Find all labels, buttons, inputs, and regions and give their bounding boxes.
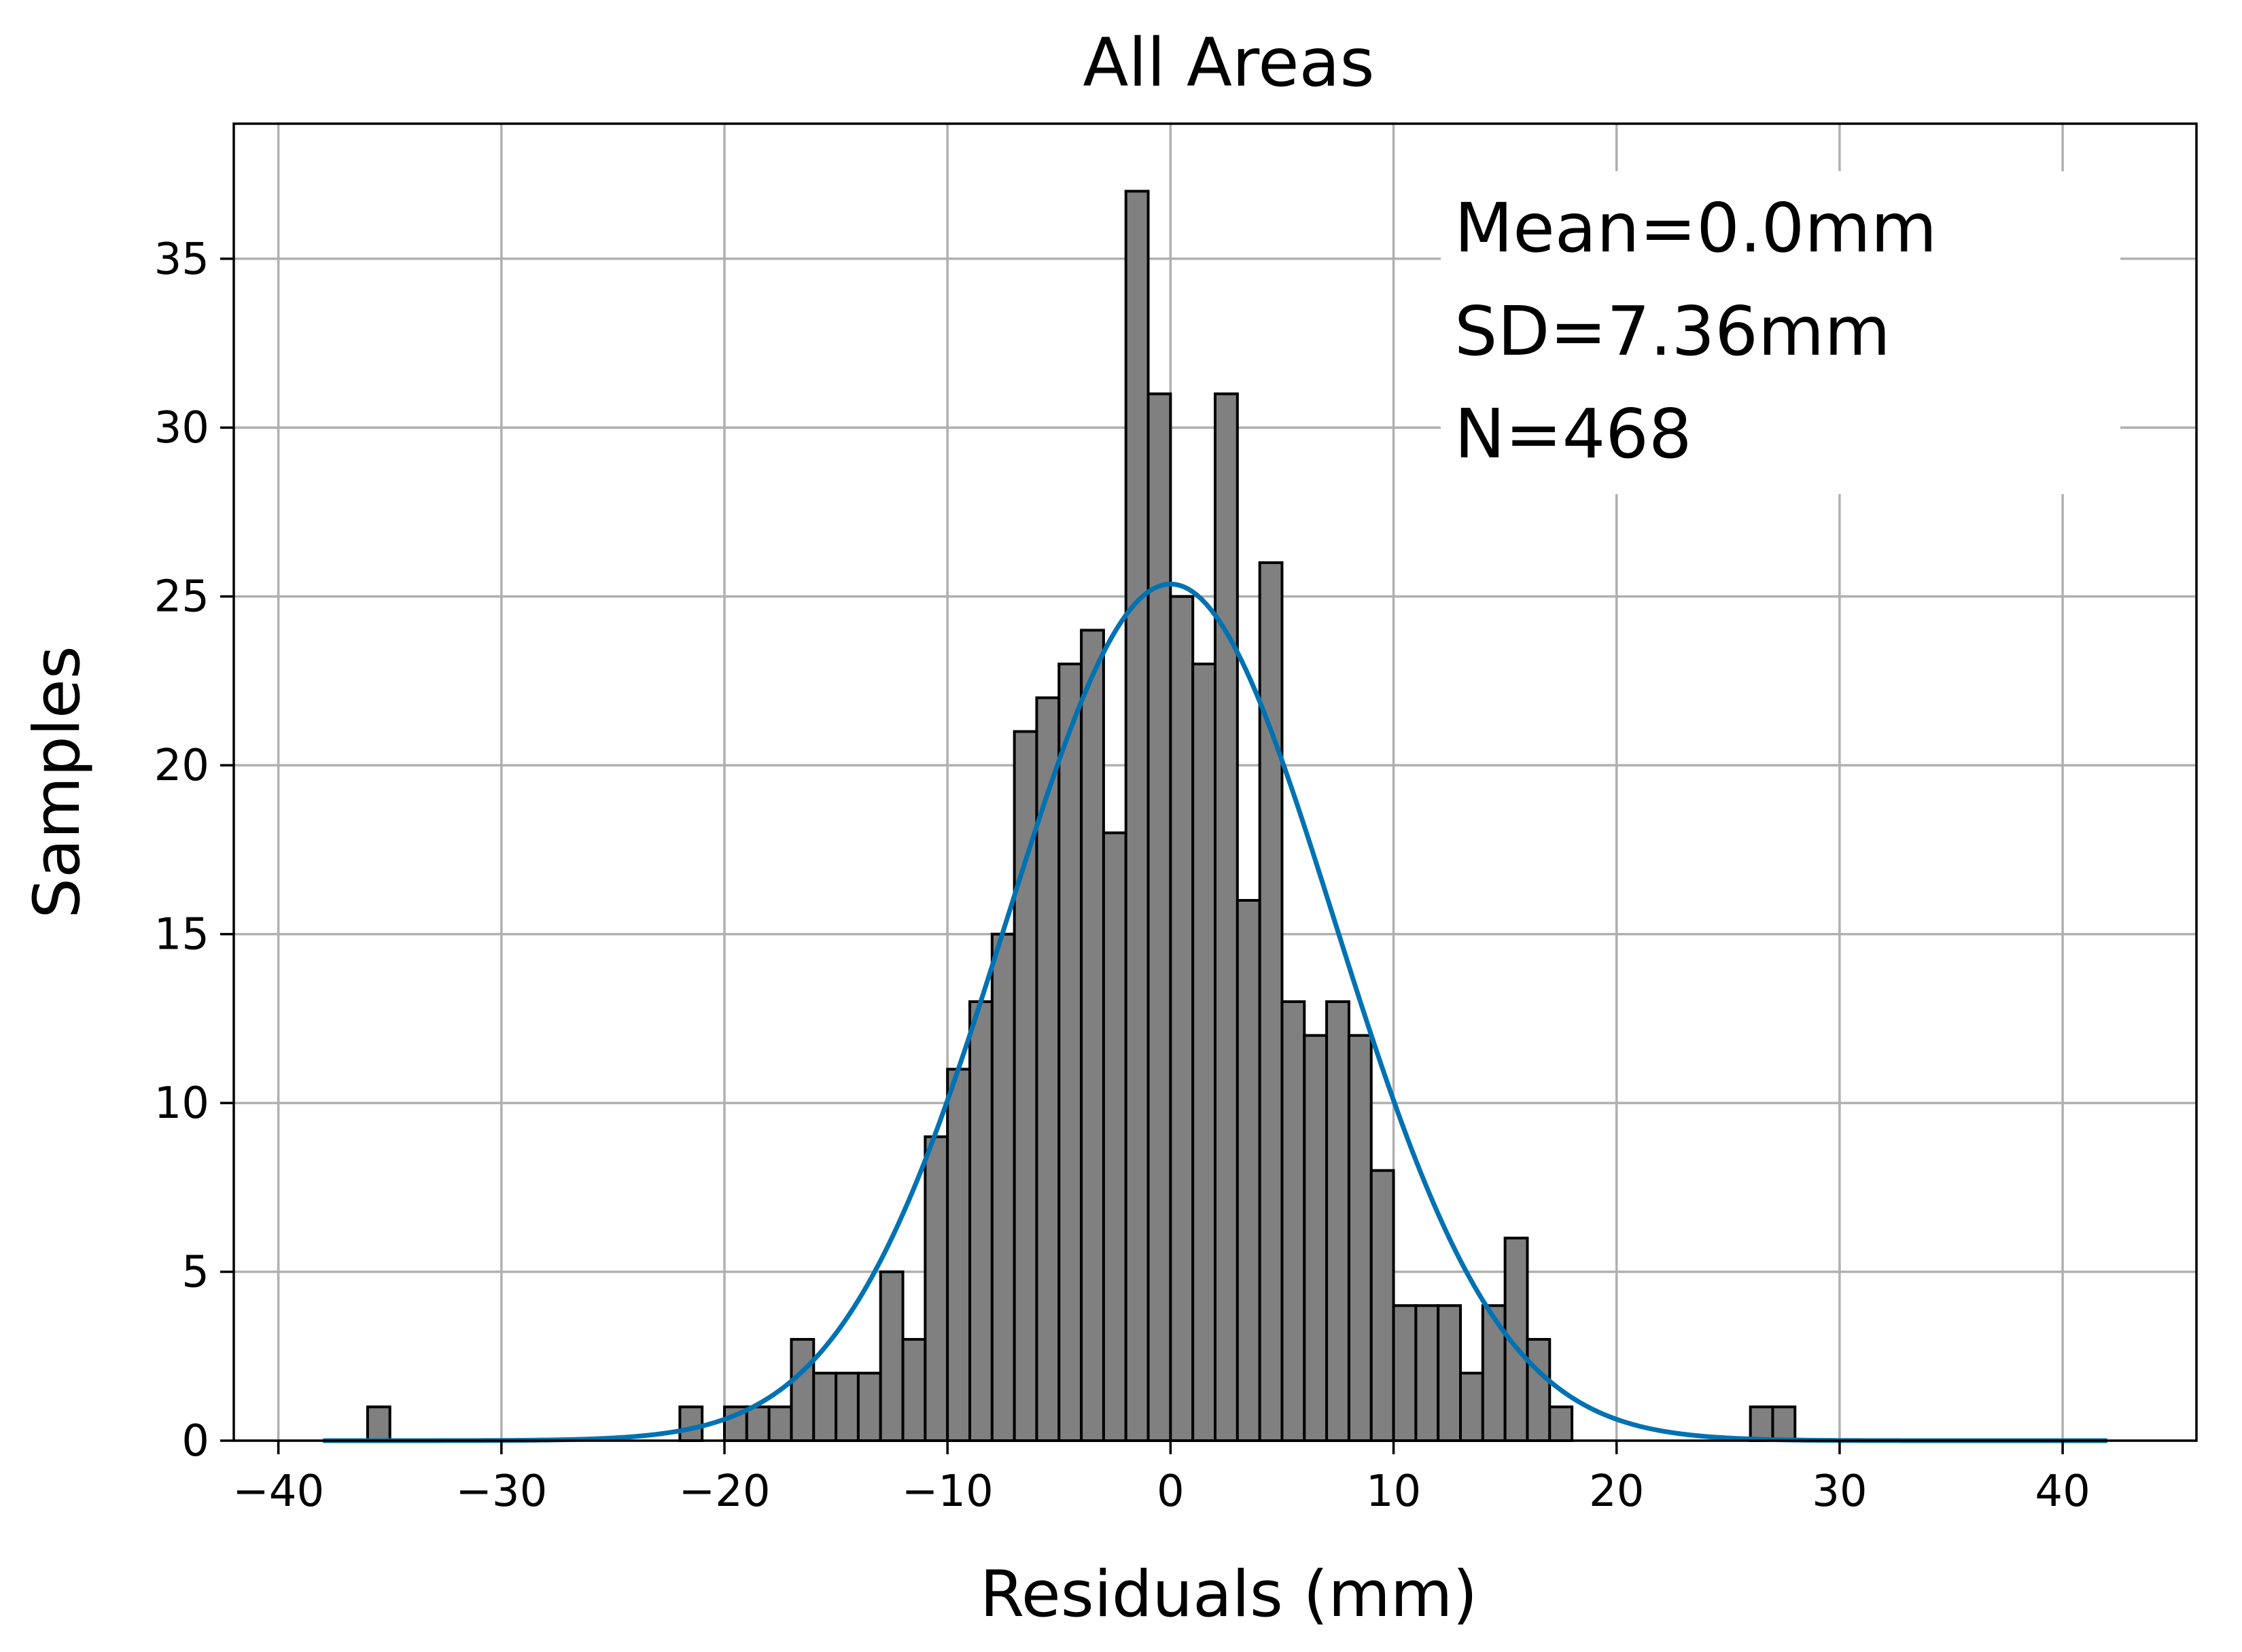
histogram-bar: [856, 1371, 882, 1442]
stats-annotation-background: [1441, 171, 2120, 494]
histogram-bar: [1526, 1337, 1552, 1443]
histogram-bar: [1303, 1034, 1329, 1442]
stats-n: N=468: [1454, 394, 1692, 474]
histogram-bar: [1280, 1000, 1306, 1442]
histogram-bar: [1191, 663, 1216, 1442]
histogram-bar: [1771, 1405, 1797, 1442]
x-tick-label: −10: [902, 1466, 994, 1517]
histogram-bar: [879, 1270, 905, 1442]
histogram-bar: [1169, 595, 1195, 1443]
histogram-bar: [990, 932, 1016, 1442]
histogram-bar: [1102, 831, 1127, 1442]
histogram-bar: [1392, 1304, 1418, 1442]
histogram-bar: [1347, 1034, 1373, 1442]
histogram-bar: [1459, 1371, 1484, 1442]
histogram-bar: [1749, 1405, 1774, 1442]
histogram-bar: [968, 1000, 994, 1442]
histogram-bar: [366, 1405, 391, 1442]
histogram-bar: [901, 1337, 927, 1443]
x-tick-label: 0: [1157, 1466, 1185, 1517]
histogram-bar: [1236, 898, 1261, 1442]
histogram-bar: [1124, 190, 1150, 1442]
y-tick-label: 25: [154, 572, 209, 622]
histogram-bar: [1146, 392, 1172, 1442]
histogram-bar: [790, 1337, 816, 1443]
histogram-bar: [745, 1405, 771, 1442]
histogram-bar: [835, 1371, 860, 1442]
stats-sd: SD=7.36mm: [1454, 292, 1891, 371]
histogram-bar: [1369, 1169, 1395, 1442]
histogram-bar: [1080, 629, 1105, 1442]
histogram-bar: [1258, 561, 1284, 1442]
x-tick-label: 30: [1812, 1466, 1867, 1517]
x-tick-label: 40: [2035, 1466, 2090, 1517]
x-tick-label: 10: [1366, 1466, 1421, 1517]
histogram-bar: [1325, 1000, 1350, 1442]
y-tick-label: 0: [181, 1416, 209, 1466]
histogram-bar: [1414, 1304, 1440, 1442]
y-tick-label: 5: [181, 1248, 209, 1298]
x-tick-label: −20: [678, 1466, 770, 1517]
histogram-bar: [1013, 730, 1038, 1442]
y-tick-label: 15: [154, 910, 209, 960]
histogram-bar: [767, 1405, 793, 1442]
chart-title: All Areas: [1083, 24, 1374, 102]
x-tick-label: 20: [1589, 1466, 1644, 1517]
histogram-bar: [812, 1371, 838, 1442]
y-tick-label: 35: [154, 234, 209, 285]
stats-mean: Mean=0.0mm: [1454, 188, 1937, 268]
histogram-bar: [946, 1068, 971, 1442]
y-axis-label: Samples: [20, 646, 94, 918]
y-tick-label: 10: [154, 1078, 209, 1129]
x-axis-label: Residuals (mm): [980, 1558, 1477, 1632]
x-tick-label: −30: [455, 1466, 547, 1517]
histogram-bar: [1057, 663, 1083, 1442]
x-tick-label: −40: [232, 1466, 324, 1517]
histogram-bar: [1437, 1304, 1462, 1442]
plot-frame: [232, 122, 2198, 1442]
histogram-bar: [678, 1405, 704, 1442]
y-tick-label: 20: [154, 741, 209, 791]
histogram-bar: [924, 1135, 949, 1443]
axis-ticks: −40 −30 −20 −10 0 10 20 30 40 0 5 10 15 20 25 30 35: [154, 234, 2090, 1517]
histogram-bar: [1548, 1405, 1574, 1442]
histogram-bar: [1214, 392, 1239, 1442]
y-tick-label: 30: [154, 403, 209, 453]
stats-annotation: Mean=0.0mm SD=7.36mm N=468: [1441, 171, 2120, 494]
